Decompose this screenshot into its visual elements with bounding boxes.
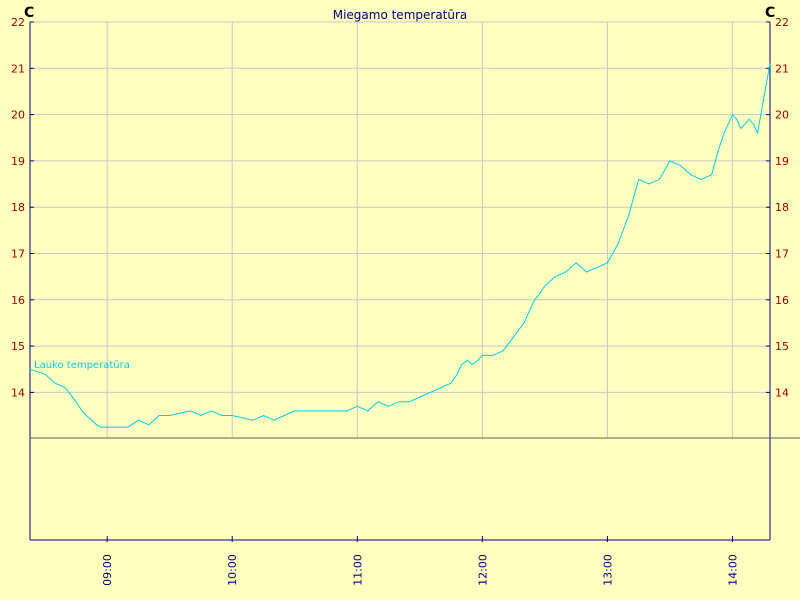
y-tick-label-right: 21 bbox=[775, 62, 789, 75]
y-tick-label-right: 15 bbox=[775, 340, 789, 353]
y-tick-label-left: 18 bbox=[11, 201, 25, 214]
y-tick-label-right: 19 bbox=[775, 155, 789, 168]
y-axis-left-ticks: 14 15 16 17 18 19 20 21 22 bbox=[11, 16, 25, 399]
series-line bbox=[29, 63, 771, 428]
x-tick-label: 12:00 bbox=[476, 554, 489, 586]
y-tick-label-right: 22 bbox=[775, 16, 789, 29]
axes bbox=[29, 21, 800, 542]
y-axis-left-unit: C bbox=[24, 5, 34, 21]
grid bbox=[30, 21, 770, 438]
x-tick-label: 13:00 bbox=[601, 554, 614, 586]
y-tick-label-left: 15 bbox=[11, 340, 25, 353]
x-tick-label: 14:00 bbox=[726, 554, 739, 586]
series-label: Lauko temperatūra bbox=[34, 360, 130, 371]
x-tick-label: 10:00 bbox=[226, 554, 239, 586]
y-tick-label-left: 14 bbox=[11, 386, 25, 399]
y-tick-label-left: 19 bbox=[11, 155, 25, 168]
y-axis-right-ticks: 14 15 16 17 18 19 20 21 22 bbox=[775, 16, 789, 399]
y-tick-label-left: 16 bbox=[11, 294, 25, 307]
y-tick-label-right: 20 bbox=[775, 109, 789, 122]
y-tick-label-right: 17 bbox=[775, 248, 789, 261]
y-tick-label-right: 16 bbox=[775, 294, 789, 307]
y-tick-label-left: 17 bbox=[11, 248, 25, 261]
x-axis-ticks: 09:00 10:00 11:00 12:00 13:00 14:00 bbox=[101, 554, 739, 586]
y-axis-right-unit: C bbox=[765, 5, 775, 21]
chart-title: Miegamo temperatūra bbox=[333, 8, 468, 22]
y-tick-label-left: 21 bbox=[11, 62, 25, 75]
y-tick-label-left: 22 bbox=[11, 16, 25, 29]
y-tick-label-right: 18 bbox=[775, 201, 789, 214]
x-tick-label: 09:00 bbox=[101, 554, 114, 586]
y-tick-label-right: 14 bbox=[775, 386, 789, 399]
x-tick-label: 11:00 bbox=[351, 554, 364, 586]
y-tick-label-left: 20 bbox=[11, 109, 25, 122]
